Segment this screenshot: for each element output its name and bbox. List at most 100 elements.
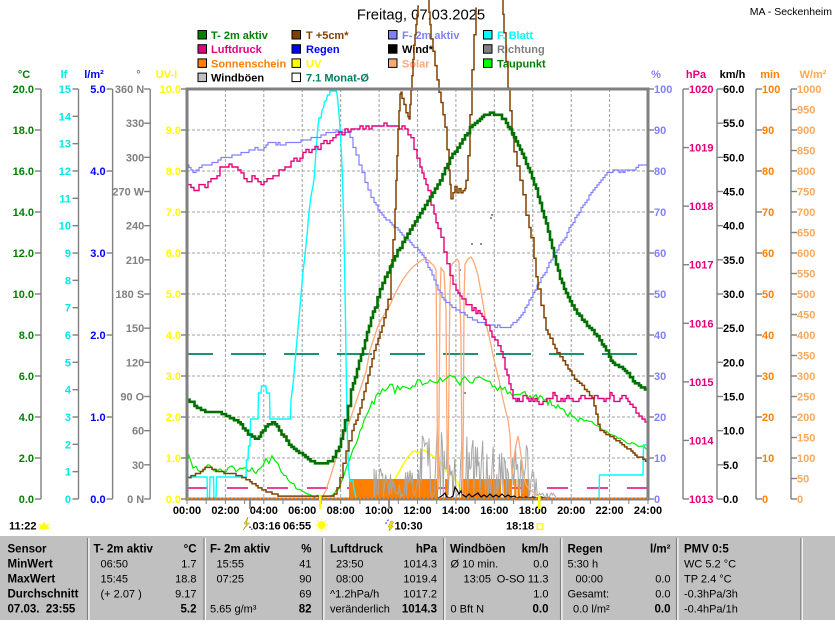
svg-text:1017: 1017 (689, 260, 713, 272)
svg-text:15:55: 15:55 (217, 559, 245, 571)
svg-text:80: 80 (762, 166, 774, 178)
svg-text:0: 0 (762, 494, 768, 506)
svg-text:Taupunkt: Taupunkt (497, 58, 546, 70)
svg-text:100: 100 (762, 84, 780, 96)
svg-text:200: 200 (797, 412, 815, 424)
svg-text:16:00: 16:00 (480, 505, 508, 517)
svg-text:MinWert: MinWert (8, 559, 53, 571)
svg-text:24:00: 24:00 (634, 505, 662, 517)
svg-text:20: 20 (762, 412, 774, 424)
svg-text:6.0: 6.0 (166, 248, 181, 260)
svg-text:70: 70 (654, 207, 666, 219)
svg-text:Luftdruck: Luftdruck (330, 544, 384, 556)
svg-text:%: % (651, 69, 661, 81)
svg-text:15: 15 (59, 84, 71, 96)
svg-text:Sensor: Sensor (8, 544, 48, 556)
svg-text:250: 250 (797, 392, 815, 404)
svg-text:1.7: 1.7 (181, 559, 196, 571)
svg-text:6.0: 6.0 (19, 371, 34, 383)
svg-text:Luftdruck: Luftdruck (211, 44, 263, 56)
svg-text:1.0: 1.0 (533, 589, 548, 601)
svg-text:MA - Seckenheim: MA - Seckenheim (750, 6, 833, 18)
svg-text:1014: 1014 (689, 435, 714, 447)
svg-text:l/m²: l/m² (650, 544, 671, 556)
svg-text:5:30 h: 5:30 h (568, 559, 599, 571)
svg-text:14: 14 (59, 111, 72, 123)
svg-text:1019.4: 1019.4 (403, 574, 437, 586)
svg-text:(+ 2.07 ): (+ 2.07 ) (101, 589, 142, 601)
svg-text:10: 10 (59, 221, 71, 233)
svg-text:°C: °C (184, 544, 197, 556)
svg-text:270 W: 270 W (112, 187, 144, 199)
svg-text:F- 2m aktiv: F- 2m aktiv (210, 544, 271, 556)
svg-text:O-SO 11.3: O-SO 11.3 (497, 574, 549, 586)
svg-text:°C: °C (18, 69, 30, 81)
svg-text:Regen: Regen (568, 544, 603, 556)
svg-text:UV-I: UV-I (156, 69, 177, 81)
svg-text:0.0: 0.0 (723, 494, 738, 506)
svg-text:km/h: km/h (522, 544, 549, 556)
svg-text:2.0: 2.0 (19, 453, 34, 465)
svg-text:40: 40 (762, 330, 774, 342)
svg-text:veränderlich: veränderlich (330, 604, 390, 616)
svg-text:1019: 1019 (689, 143, 713, 155)
svg-text:7.1 Monat-Ø: 7.1 Monat-Ø (306, 73, 369, 85)
svg-text:5.0: 5.0 (166, 289, 181, 301)
svg-text:55.0: 55.0 (723, 118, 744, 130)
svg-text:5.0: 5.0 (723, 460, 738, 472)
svg-text:Gesamt:: Gesamt: (568, 589, 610, 601)
svg-text:0.0: 0.0 (533, 604, 549, 616)
svg-text:30: 30 (654, 371, 666, 383)
svg-text:14.0: 14.0 (13, 207, 34, 219)
svg-text:Solar: Solar (402, 58, 430, 70)
svg-text:1013: 1013 (689, 494, 713, 506)
svg-text:07.03. 23:55: 07.03. 23:55 (8, 604, 76, 616)
svg-text:Ø 10 min.: Ø 10 min. (451, 559, 499, 571)
svg-text:Windböen: Windböen (450, 544, 505, 556)
svg-text:750: 750 (797, 187, 815, 199)
svg-text:20.0: 20.0 (723, 357, 744, 369)
svg-text:100: 100 (797, 453, 815, 465)
svg-text:Regen: Regen (306, 44, 340, 56)
svg-text:4.0: 4.0 (90, 166, 105, 178)
svg-text:0 Bft N: 0 Bft N (451, 604, 485, 616)
svg-text:450: 450 (797, 310, 815, 322)
svg-text:1017.2: 1017.2 (403, 589, 437, 601)
svg-text:Richtung: Richtung (497, 44, 545, 56)
svg-text:7: 7 (65, 303, 71, 315)
svg-text:Sonnenschein: Sonnenschein (211, 58, 286, 70)
svg-text:2.0: 2.0 (90, 330, 105, 342)
svg-text:14:00: 14:00 (442, 505, 470, 517)
svg-text:Freitag, 07.03.2025: Freitag, 07.03.2025 (357, 8, 485, 24)
svg-text:90: 90 (762, 125, 774, 137)
svg-text:12:00: 12:00 (403, 505, 431, 517)
svg-text:18:00: 18:00 (519, 505, 547, 517)
svg-text:10:30: 10:30 (395, 521, 423, 533)
svg-text:0.0: 0.0 (655, 574, 670, 586)
svg-text:°: ° (136, 69, 140, 81)
svg-text:06:00: 06:00 (288, 505, 316, 517)
svg-text:min: min (760, 69, 780, 81)
svg-text:1016: 1016 (689, 318, 713, 330)
svg-text:550: 550 (797, 269, 815, 281)
svg-text:9.17: 9.17 (175, 589, 196, 601)
svg-text:10.0: 10.0 (13, 289, 34, 301)
svg-text:41: 41 (299, 559, 311, 571)
svg-text:400: 400 (797, 330, 815, 342)
svg-text:18.8: 18.8 (175, 574, 196, 586)
svg-text:T +5cm*: T +5cm* (306, 30, 349, 42)
svg-text:350: 350 (797, 351, 815, 363)
svg-text:lf: lf (61, 69, 68, 81)
svg-text:5.2: 5.2 (181, 604, 197, 616)
svg-text:MaxWert: MaxWert (8, 574, 56, 586)
svg-text:0: 0 (654, 494, 660, 506)
svg-text:35.0: 35.0 (723, 255, 744, 267)
svg-text:0.0 l/m²: 0.0 l/m² (573, 604, 610, 616)
svg-text:10: 10 (654, 453, 666, 465)
svg-text:1018: 1018 (689, 201, 713, 213)
svg-text:90: 90 (299, 574, 311, 586)
svg-text:18.0: 18.0 (13, 125, 34, 137)
svg-text:69: 69 (299, 589, 311, 601)
svg-text:l/m²: l/m² (84, 69, 104, 81)
svg-text:F. Blatt: F. Blatt (497, 30, 533, 42)
